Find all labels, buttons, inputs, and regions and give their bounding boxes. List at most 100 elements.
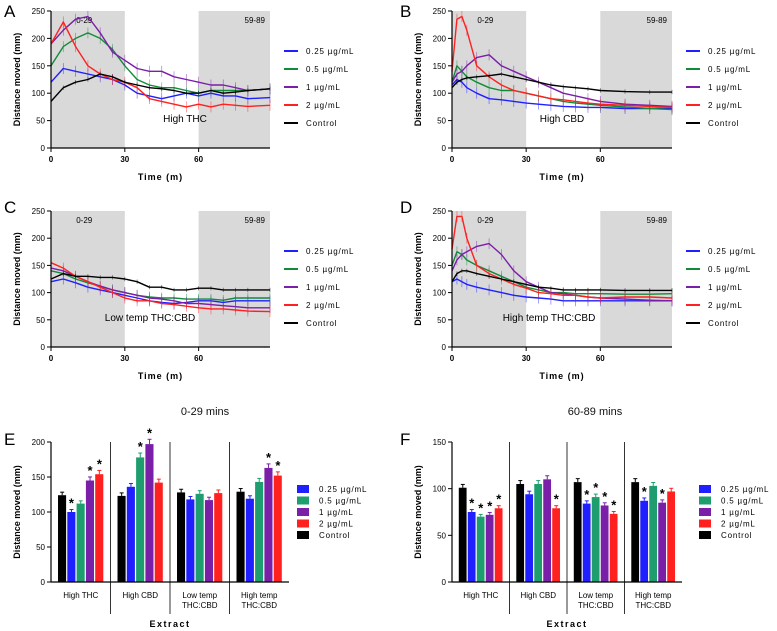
panel-e-bar-2-0 [177,492,186,582]
panel-c-title: Low temp THC:CBD [105,313,195,324]
panel-b-ytick-label-4: 200 [433,34,447,43]
panel-c-legend-label-2: 1 µg/mL [306,283,341,292]
section-title-right: 60-89 mins [567,406,623,418]
panel-f-sig-star-0-4: * [496,492,502,507]
panel-a-ytick-label-0: 0 [41,144,46,153]
panel-f-ytick-label-2: 100 [433,485,447,494]
panel-e-category-label-2-0: Low temp [182,591,217,600]
panel-e-bar-2-4 [214,493,223,582]
panel-e-ytick-label-4: 200 [32,438,46,447]
panel-e-legend-label-1: 0.5 µg/mL [319,497,362,506]
panel-d-series-3-line [451,215,673,299]
panel-e-legend-swatch-0 [297,485,309,493]
panel-b-xtick-label-0: 0 [450,155,455,164]
panel-c-legend-label-1: 0.5 µg/mL [306,265,349,274]
panel-f-letter: F [400,430,410,449]
panel-e-bar-2-2 [195,493,204,582]
panel-d-title: High temp THC:CBD [503,313,596,324]
panel-f-category-label-0-0: High THC [463,591,498,600]
panel-e-bar-3-2 [255,481,264,582]
panel-c-ytick-label-2: 100 [32,289,46,298]
panel-e-sig-star-0-3: * [88,463,94,478]
panel-b-xlabel: Time (m) [539,172,584,182]
panel-f-category-label-3-0: High temp [635,591,672,600]
panel-d-shade-label-0: 0-29 [477,216,494,225]
panel-b-ytick-label-2: 100 [433,89,447,98]
panel-e-bar-3-1 [245,498,254,582]
panel-f-ytick-label-0: 0 [442,578,447,587]
panel-f-bar-3-3 [658,502,667,582]
panel-e-bar-2-3 [204,500,213,582]
panel-f-xlabel: Extract [546,619,587,629]
panel-a-shade-label-1: 59-89 [245,16,266,25]
panel-f-sig-star-0-3: * [487,498,493,513]
panel-a-legend-label-0: 0.25 µg/mL [306,47,354,56]
panel-b-ytick-label-1: 50 [437,117,446,126]
panel-f-sig-star-0-2: * [478,500,484,515]
panel-d-ytick-label-1: 50 [437,316,446,325]
panel-e-legend-swatch-3 [297,519,309,528]
panel-b-ytick-label-5: 250 [433,7,447,16]
panel-f-bar-0-2 [476,516,485,582]
panel-d-xlabel: Time (m) [539,371,584,381]
panel-b-shade-label-0: 0-29 [477,16,494,25]
panel-f-bar-2-4 [609,513,618,582]
panel-e-ylabel: Distance moved (mm) [12,465,22,559]
panel-c-xtick-label-0: 0 [49,354,54,363]
panel-a-legend-label-4: Control [306,119,337,128]
panel-c-ylabel: Distance moved (mm) [12,232,22,326]
panel-a-title: High THC [163,114,207,125]
panel-e-legend-swatch-1 [297,496,309,505]
panel-a-shade-label-0: 0-29 [76,16,93,25]
panel-d-ytick-label-0: 0 [442,343,447,352]
panel-b-legend-label-2: 1 µg/mL [708,83,743,92]
panel-c-shade-label-0: 0-29 [76,216,93,225]
panel-b: 0-29 59-89 0 50 100 150 200 250 0 30 60 Time (m) Dis… [400,2,755,182]
panel-e-ytick-label-2: 100 [32,508,46,517]
panel-a-ytick-label-5: 250 [32,7,46,16]
panel-c-series-1-line [50,270,270,301]
panel-e-sig-star-0-1: * [69,496,75,511]
panel-f-bar-3-4 [667,491,676,582]
panel-d-xtick-label-0: 0 [450,354,455,363]
panel-d-legend-label-2: 1 µg/mL [708,283,743,292]
panel-d-series-4-line [451,270,672,292]
panel-c-ytick-label-0: 0 [41,343,46,352]
panel-d-ytick-label-5: 250 [433,207,447,216]
panel-e-legend-swatch-2 [297,508,309,516]
panel-b-title: High CBD [540,114,584,125]
panel-f-bar-2-1 [582,503,591,582]
panel-e-xlabel: Extract [149,619,190,629]
panel-f-category-label-2-1: THC:CBD [578,601,614,610]
panel-f-legend-swatch-1 [699,496,711,505]
panel-c-ytick-label-4: 200 [32,234,46,243]
panel-c: 0-29 59-89 0 50 100 150 200 250 0 30 60 Time (m) Dis… [4,198,353,381]
panel-d-legend-label-1: 0.5 µg/mL [708,265,751,274]
panel-f-sig-star-2-2: * [593,480,599,495]
panel-f-bar-3-2 [649,485,658,582]
panel-f-legend-swatch-2 [699,508,711,516]
panel-b-ylabel: Distance moved (mm) [413,33,423,127]
panel-a: 0-29 59-89 0 50 100 150 200 250 0 30 60 Time (m) Dis… [4,2,354,182]
panel-f-sig-star-3-3: * [660,486,666,501]
panel-e-legend-label-4: Control [319,531,350,540]
panel-c-xtick-label-1: 30 [120,354,129,363]
panel-b-letter: B [400,2,411,21]
panel-f: * * * *High THC*High CBD* ***Low tempTHC:CBD… [400,430,768,629]
panel-a-ytick-label-1: 50 [36,117,45,126]
panel-f-legend-label-4: Control [721,531,752,540]
panel-c-series-4-line [50,272,270,291]
panel-e-sig-star-1-2: * [138,439,144,454]
panel-d: 0-29 59-89 0 50 100 150 200 250 0 30 60 Time (m) Dis… [400,198,755,381]
panel-f-sig-star-0-1: * [469,496,475,511]
panel-a-ytick-label-4: 200 [32,34,46,43]
panel-d-ytick-label-4: 200 [433,234,447,243]
panel-e-legend-label-0: 0.25 µg/mL [319,485,367,494]
panel-f-bar-0-0 [458,487,467,582]
panel-e-ytick-label-3: 150 [32,473,46,482]
panel-f-ylabel: Distance moved (mm) [413,465,423,559]
panel-f-legend-swatch-3 [699,519,711,528]
panel-e-letter: E [4,430,15,449]
panel-b-xtick-label-2: 60 [596,155,605,164]
